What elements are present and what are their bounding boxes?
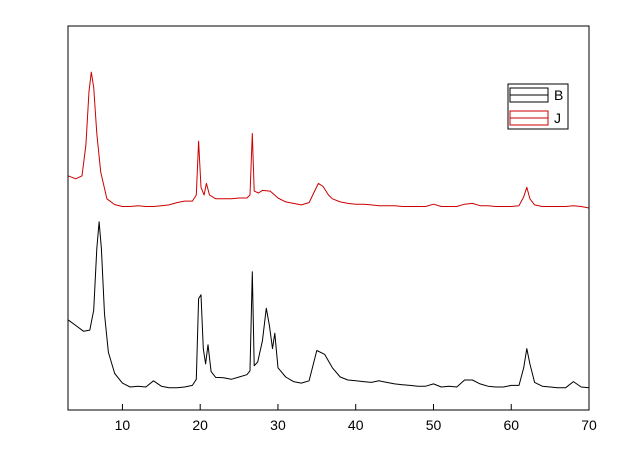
legend-box <box>507 83 569 130</box>
x-tick-label: 40 <box>348 417 364 433</box>
legend: BJ <box>507 83 569 130</box>
x-tick-label: 10 <box>115 417 131 433</box>
series-line-b <box>67 221 590 389</box>
series-layer <box>67 71 590 389</box>
legend-label-b: B <box>554 87 563 103</box>
x-tick-label: 60 <box>503 417 519 433</box>
x-axis: 10 20 30 40 50 60 70 <box>115 404 597 433</box>
x-tick-label: 30 <box>270 417 286 433</box>
x-tick-label: 70 <box>581 417 597 433</box>
x-tick-label: 20 <box>192 417 208 433</box>
legend-label-j: J <box>554 110 561 126</box>
series-line-j <box>67 71 590 209</box>
plot-frame <box>67 25 590 411</box>
x-tick-label: 50 <box>426 417 442 433</box>
